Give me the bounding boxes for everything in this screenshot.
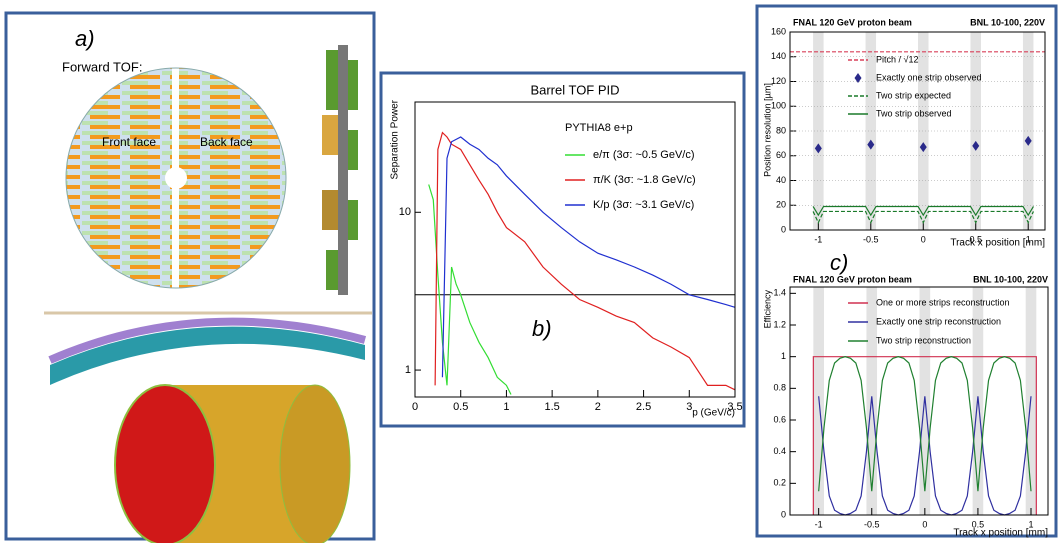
legend-label: Pitch / √12 — [876, 54, 918, 64]
panel-label: b) — [532, 316, 552, 341]
x-tick-label: 0.5 — [969, 234, 982, 244]
legend-label: Exactly one strip reconstruction — [876, 316, 1001, 326]
legend-label: Exactly one strip observed — [876, 72, 982, 82]
x-tick-label: -0.5 — [864, 519, 880, 529]
panel-label: c) — [830, 250, 848, 275]
plot-frame — [414, 101, 736, 398]
face-label: Front face — [102, 135, 156, 149]
x-axis-label: p (GeV/c) — [692, 408, 735, 419]
disk-hole — [165, 167, 187, 189]
marker — [972, 140, 980, 151]
x-tick-label: 1 — [503, 401, 509, 413]
chart-title: BNL 10-100, 220V — [970, 17, 1045, 27]
legend-label: e/π (3σ: ~0.5 GeV/c) — [593, 149, 695, 161]
legend-label: Two strip expected — [876, 90, 951, 100]
y-tick-label: 0 — [781, 509, 786, 519]
marker — [867, 139, 875, 150]
chart-title: BNL 10-100, 220V — [973, 274, 1048, 284]
y-tick-label: 1 — [405, 364, 411, 376]
x-tick-label: 3.5 — [727, 401, 742, 413]
x-axis-label: Track x position [mm] — [950, 238, 1045, 249]
panel-b-frame — [379, 71, 746, 428]
y-tick-label: 20 — [776, 200, 786, 210]
y-tick-label: 0.6 — [773, 414, 786, 424]
x-tick-label: 1.5 — [544, 401, 559, 413]
y-tick-label: 140 — [771, 51, 786, 61]
side-view — [322, 45, 358, 295]
legend-label: Two strip reconstruction — [876, 335, 971, 345]
x-tick-label: 2 — [595, 401, 601, 413]
shaded-band — [813, 32, 824, 230]
y-tick-label: 120 — [771, 76, 786, 86]
y-tick-label: 1 — [781, 351, 786, 361]
x-tick-label: 3 — [686, 401, 692, 413]
barrel-tiles — [50, 326, 365, 385]
series-line — [812, 210, 1034, 224]
marker — [1024, 135, 1032, 146]
chart-title: FNAL 120 GeV proton beam — [793, 274, 912, 284]
legend-label: K/p (3σ: ~3.1 GeV/c) — [593, 199, 694, 211]
shaded-band — [1022, 32, 1034, 230]
series-line — [812, 205, 1034, 217]
y-tick-label: 80 — [776, 125, 786, 135]
y-axis-label: Separation Power — [390, 99, 401, 179]
plot-frame — [789, 286, 1049, 516]
chart-title: FNAL 120 GeV proton beam — [793, 17, 912, 27]
x-tick-label: -1 — [815, 519, 823, 529]
series-line — [441, 136, 736, 378]
y-tick-label: 100 — [771, 101, 786, 111]
x-tick-label: 0 — [412, 401, 418, 413]
barrel-tiles-top — [48, 317, 367, 364]
y-tick-label: 40 — [776, 175, 786, 185]
marker — [814, 143, 822, 154]
series-line — [818, 356, 1032, 492]
legend-label: π/K (3σ: ~1.8 GeV/c) — [593, 174, 696, 186]
x-tick-label: 0 — [922, 519, 927, 529]
y-tick-label: 60 — [776, 150, 786, 160]
chart-title: Barrel TOF PID — [530, 82, 619, 97]
x-tick-label: 0.5 — [453, 401, 468, 413]
barrel — [114, 384, 351, 543]
panel-label: a) — [75, 26, 95, 51]
shaded-band — [918, 32, 929, 230]
y-tick-label: 160 — [771, 26, 786, 36]
series-line — [812, 356, 1037, 515]
disk-edge — [65, 67, 287, 289]
x-tick-label: 0.5 — [972, 519, 985, 529]
marker — [919, 142, 927, 153]
x-axis-label: Track x position [mm] — [953, 528, 1048, 539]
y-tick-label: 0.2 — [773, 478, 786, 488]
legend-marker — [854, 73, 862, 83]
plot-frame — [789, 31, 1046, 231]
legend-label: Two strip observed — [876, 108, 952, 118]
y-tick-label: 0 — [781, 224, 786, 234]
series-line — [428, 184, 512, 395]
y-tick-label: 1.4 — [773, 288, 786, 298]
x-tick-label: -0.5 — [863, 234, 879, 244]
x-tick-label: 1 — [1026, 234, 1031, 244]
annotation: PYTHIA8 e+p — [565, 122, 633, 134]
y-tick-label: 0.4 — [773, 446, 786, 456]
x-tick-label: -1 — [814, 234, 822, 244]
y-tick-label: 10 — [399, 206, 411, 218]
legend-label: One or more strips reconstruction — [876, 297, 1010, 307]
y-axis-label: Position resolution [µm] — [762, 83, 772, 177]
series-line — [818, 396, 1032, 516]
x-tick-label: 2.5 — [636, 401, 651, 413]
panel-title: Forward TOF: — [62, 59, 142, 74]
y-tick-label: 0.8 — [773, 383, 786, 393]
x-tick-label: 0 — [921, 234, 926, 244]
shaded-band — [970, 32, 981, 230]
face-label: Back face — [200, 135, 253, 149]
y-tick-label: 1.2 — [773, 319, 786, 329]
y-axis-label: Efficiency — [762, 290, 772, 329]
x-tick-label: 1 — [1029, 519, 1034, 529]
shaded-band — [865, 32, 877, 230]
panel-c-frame — [755, 4, 1058, 538]
